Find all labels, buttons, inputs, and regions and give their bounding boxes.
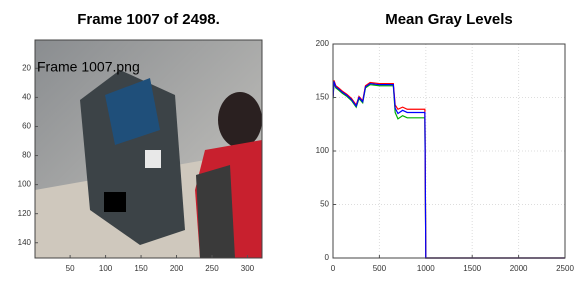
series-line (333, 81, 565, 258)
chart-title: Mean Gray Levels (385, 11, 513, 28)
y-tick-label: 40 (22, 93, 31, 102)
x-tick-label: 1000 (417, 264, 435, 273)
chart-title: Frame 1007 of 2498. (77, 11, 220, 28)
y-tick-label: 150 (316, 93, 330, 102)
y-tick-label: 80 (22, 151, 31, 160)
series-line (333, 83, 565, 258)
y-tick-label: 140 (18, 238, 32, 247)
figure: Frame 1007 of 2498. 50 100 150 200 250 300 20 40… (0, 0, 578, 299)
y-tick-label: 50 (320, 200, 329, 209)
x-tick-label: 250 (205, 264, 219, 273)
y-tick-label: 100 (18, 180, 32, 189)
x-tick-label: 2500 (556, 264, 574, 273)
y-tick-label: 0 (325, 253, 330, 262)
x-tick-label: 50 (66, 264, 75, 273)
x-tick-label: 1500 (463, 264, 481, 273)
x-tick-label: 2000 (510, 264, 528, 273)
y-tick-label: 120 (18, 209, 32, 218)
y-tick-label: 100 (316, 146, 330, 155)
x-tick-label: 200 (170, 264, 184, 273)
axes-frame (333, 44, 565, 258)
y-tick-label: 60 (22, 122, 31, 131)
y-tick-label: 20 (22, 63, 31, 72)
series-line (333, 80, 565, 258)
x-tick-label: 300 (241, 264, 255, 273)
x-tick-label: 150 (134, 264, 148, 273)
y-tick-label: 200 (316, 39, 330, 48)
x-tick-label: 500 (373, 264, 387, 273)
x-tick-label: 100 (99, 264, 113, 273)
image-annotation: Frame 1007.png (37, 59, 140, 75)
x-tick-label: 0 (331, 264, 336, 273)
